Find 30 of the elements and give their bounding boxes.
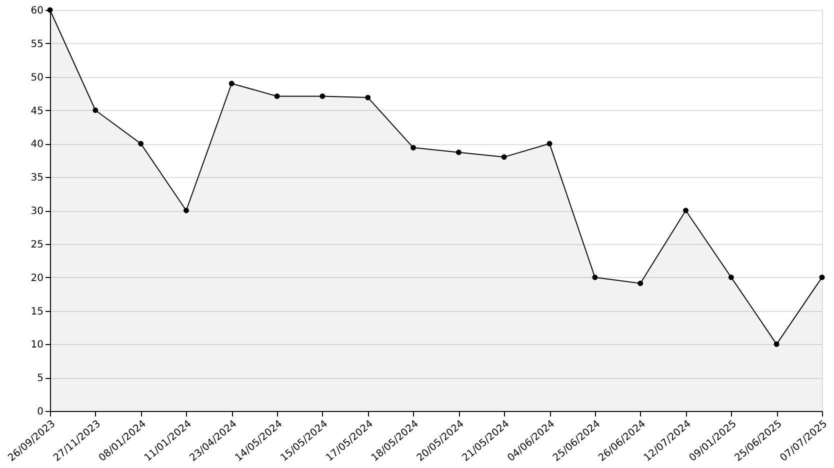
point: [774, 341, 780, 347]
point: [456, 150, 462, 156]
point: [728, 274, 734, 280]
y-tick-label: 60: [30, 6, 44, 16]
y-tick-label: 40: [30, 139, 44, 150]
point: [92, 108, 98, 113]
y-tick-label: 50: [30, 72, 44, 84]
y-tick-label: 35: [30, 172, 44, 184]
point: [320, 93, 326, 99]
point: [274, 93, 280, 99]
point: [638, 280, 644, 286]
point: [138, 140, 144, 146]
y-tick-label: 20: [30, 272, 44, 284]
point: [819, 274, 825, 280]
y-tick-label: 0: [37, 406, 44, 418]
point: [592, 274, 598, 280]
point: [228, 80, 234, 86]
point: [546, 140, 552, 146]
y-tick-label: 10: [30, 340, 44, 351]
point: [683, 208, 689, 214]
point: [410, 144, 416, 150]
y-tick-label: 55: [30, 38, 44, 50]
point: [183, 208, 189, 214]
y-tick-label: 15: [30, 306, 44, 318]
y-tick-label: 45: [30, 106, 44, 117]
point: [501, 154, 507, 160]
point: [365, 94, 371, 100]
y-tick-label: 30: [30, 206, 44, 217]
y-tick-label: 25: [30, 239, 44, 250]
y-tick-label: 5: [37, 373, 44, 384]
